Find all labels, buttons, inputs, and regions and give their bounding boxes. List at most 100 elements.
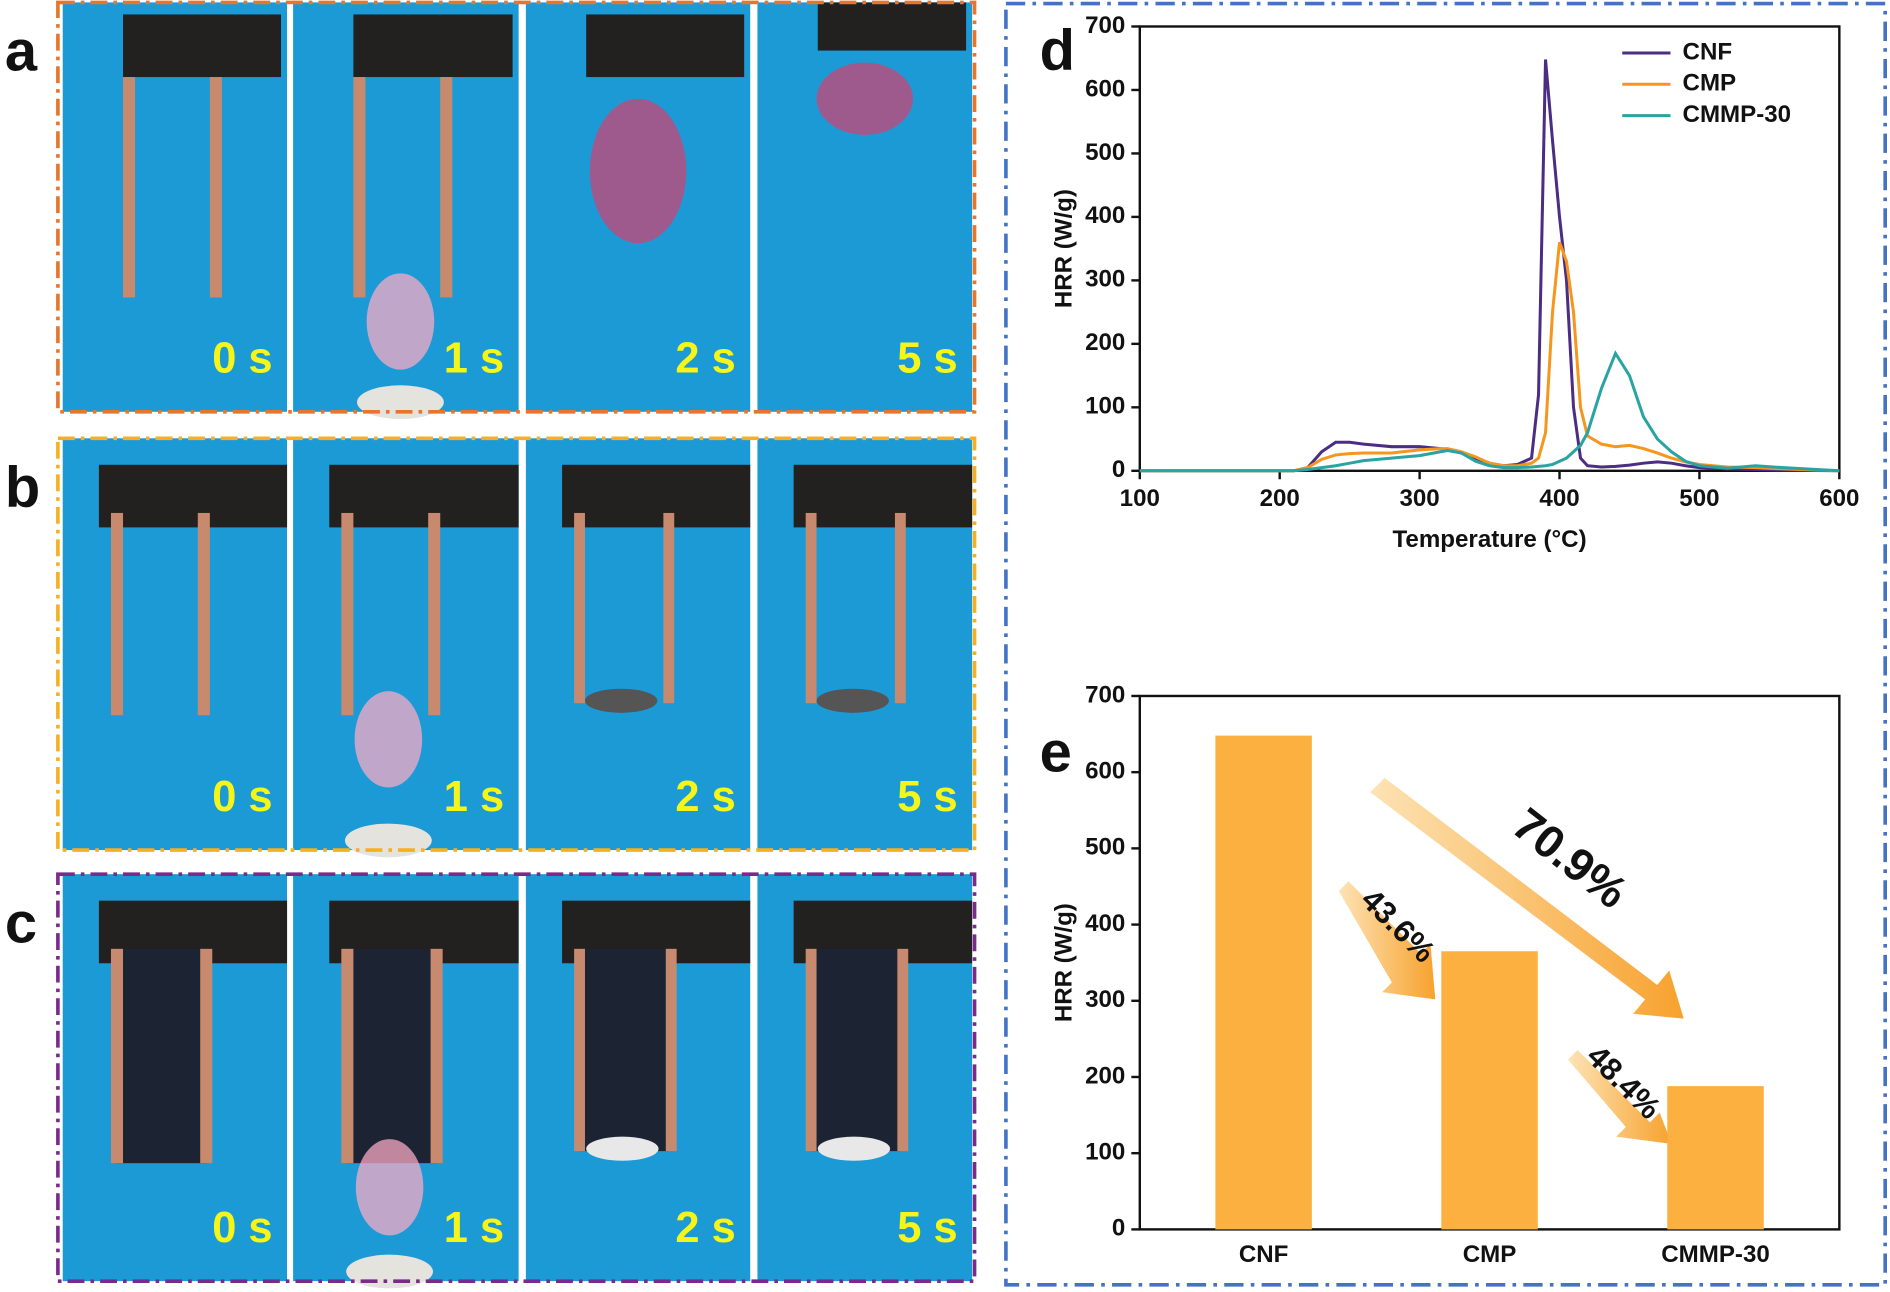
bar — [1215, 735, 1312, 1230]
sample-film — [812, 948, 900, 1152]
time-label: 2 s — [675, 335, 735, 383]
legend-label: CMP — [1683, 70, 1737, 97]
sample-holder — [123, 14, 282, 78]
time-label: 0 s — [212, 773, 272, 821]
legend-label: CMMP-30 — [1683, 101, 1792, 128]
copper-strip — [341, 512, 354, 716]
copper-strip — [341, 948, 354, 1164]
time-label: 5 s — [897, 1204, 957, 1252]
panel-letter: b — [5, 456, 40, 520]
y-tick-label: 300 — [1085, 986, 1125, 1013]
copper-strip — [209, 77, 222, 298]
plot-frame — [1138, 25, 1841, 473]
bar — [1667, 1086, 1764, 1230]
y-tick-label: 600 — [1085, 758, 1125, 785]
y-tick-label: 500 — [1085, 834, 1125, 861]
sample-holder — [98, 464, 288, 528]
sample-holder — [329, 464, 519, 528]
time-label: 2 s — [675, 1204, 735, 1252]
right-frame — [1004, 1, 1887, 1287]
y-tick-label: 400 — [1085, 910, 1125, 937]
copper-strip — [574, 948, 585, 1152]
bar — [1441, 951, 1538, 1230]
row-frame — [56, 872, 977, 1283]
y-tick-label: 700 — [1085, 12, 1125, 39]
time-label: 2 s — [675, 773, 735, 821]
copper-strip — [123, 77, 136, 298]
row-frame — [56, 436, 977, 852]
time-label: 1 s — [444, 1204, 504, 1252]
copper-strip — [665, 948, 677, 1152]
burner — [344, 823, 432, 858]
flame — [354, 691, 423, 788]
y-tick-label: 200 — [1085, 329, 1125, 356]
time-label: 1 s — [444, 773, 504, 821]
time-label: 5 s — [897, 773, 957, 821]
y-axis-label: HRR (W/g) — [1050, 189, 1077, 308]
sample-holder — [817, 2, 967, 51]
legend-label: CNF — [1683, 38, 1733, 65]
arrow — [1567, 1049, 1672, 1144]
x-tick-label: 600 — [1819, 485, 1859, 512]
charred-edge — [817, 1136, 891, 1161]
x-tick-label: 400 — [1539, 485, 1579, 512]
copper-strip — [430, 948, 443, 1164]
panel-letter: e — [1040, 720, 1072, 784]
x-tick-label: CMMP-30 — [1661, 1241, 1770, 1268]
y-tick-label: 600 — [1085, 75, 1125, 102]
x-tick-label: 200 — [1260, 485, 1300, 512]
data-line — [1139, 59, 1840, 473]
burner — [357, 385, 444, 420]
x-tick-label: 100 — [1120, 485, 1160, 512]
panel-letter: c — [5, 891, 37, 955]
y-tick-label: 0 — [1112, 1215, 1125, 1242]
flame — [366, 273, 435, 370]
burner — [346, 1254, 433, 1289]
copper-strip — [428, 512, 441, 716]
time-label: 0 s — [212, 1204, 272, 1252]
y-axis-label: HRR (W/g) — [1050, 903, 1077, 1022]
y-tick-label: 700 — [1085, 681, 1125, 708]
y-tick-label: 0 — [1112, 456, 1125, 483]
row-frame — [56, 0, 977, 414]
data-line — [1139, 350, 1840, 473]
y-tick-label: 100 — [1085, 1139, 1125, 1166]
copper-strip — [353, 77, 366, 298]
y-tick-label: 400 — [1085, 202, 1125, 229]
flame — [355, 1139, 424, 1236]
charred-edge — [584, 688, 658, 713]
y-tick-label: 300 — [1085, 266, 1125, 293]
panel-letter: d — [1040, 18, 1075, 82]
time-label: 5 s — [897, 335, 957, 383]
arrow — [1370, 777, 1684, 1019]
copper-strip — [663, 512, 675, 704]
copper-strip — [805, 512, 817, 704]
sample-film — [115, 948, 208, 1164]
x-axis-label: Temperature (°C) — [1393, 526, 1587, 553]
x-tick-label: 300 — [1399, 485, 1439, 512]
x-tick-label: CNF — [1239, 1241, 1289, 1268]
copper-strip — [197, 512, 210, 716]
sample-holder — [793, 464, 973, 528]
copper-strip — [574, 512, 585, 704]
time-label: 1 s — [444, 335, 504, 383]
x-tick-label: CMP — [1463, 1241, 1517, 1268]
arrow — [1338, 881, 1436, 1000]
sample-film — [346, 948, 438, 1164]
copper-strip — [110, 512, 124, 716]
burning-sample — [589, 98, 687, 244]
sample-film — [581, 948, 669, 1152]
copper-strip — [805, 948, 817, 1152]
y-tick-label: 500 — [1085, 139, 1125, 166]
copper-strip — [110, 948, 124, 1164]
data-line — [1139, 241, 1840, 473]
copper-strip — [440, 77, 453, 298]
sample-holder — [562, 464, 751, 528]
charred-edge — [816, 688, 889, 713]
burning-sample — [816, 62, 914, 135]
y-tick-label: 100 — [1085, 393, 1125, 420]
time-label: 0 s — [212, 335, 272, 383]
copper-strip — [894, 512, 906, 704]
copper-strip — [897, 948, 909, 1152]
